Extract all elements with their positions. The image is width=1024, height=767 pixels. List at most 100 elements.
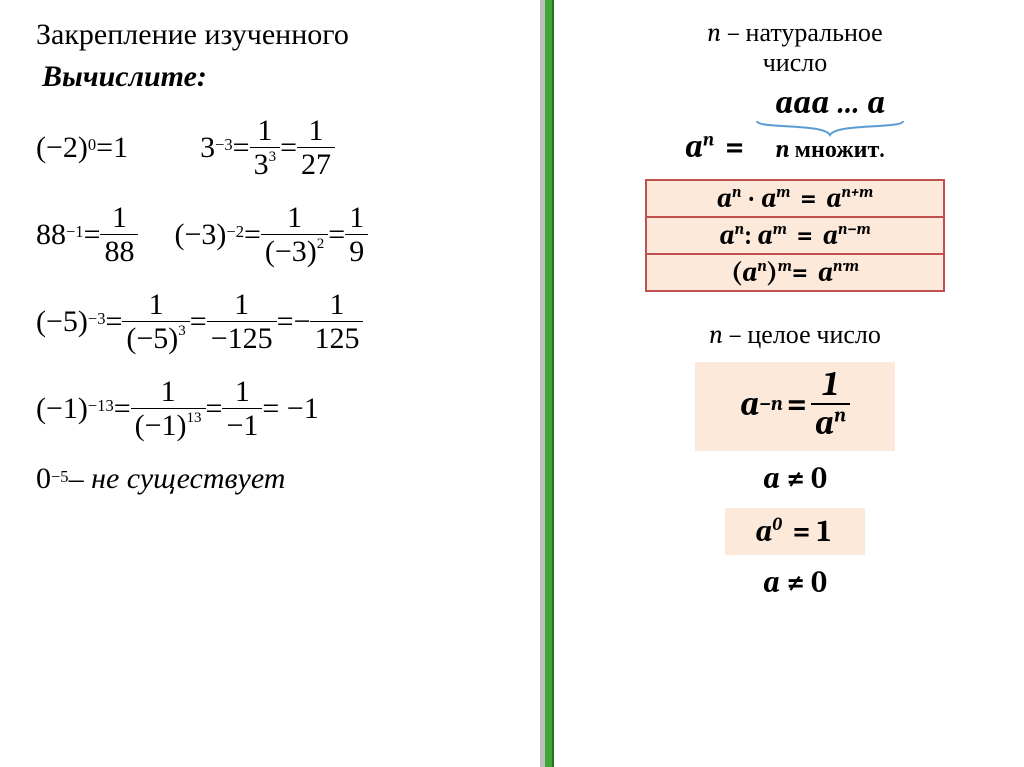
fraction: 1 (−3)2 (261, 201, 328, 268)
equals: = (783, 384, 811, 424)
expr: 0 (36, 462, 51, 496)
denominator: (−1)13 (131, 409, 206, 442)
base: a (755, 514, 772, 549)
base: a (719, 220, 734, 251)
exp: −n (759, 393, 782, 416)
equals-result: = 1 (782, 514, 835, 549)
not-exists: – не существует (69, 462, 286, 496)
base: a (742, 257, 757, 288)
dot: · (741, 183, 761, 214)
exponent: −13 (88, 396, 114, 416)
den-base: (−1) (135, 409, 187, 442)
fraction: 1 an (811, 366, 850, 443)
var-n: n (775, 135, 789, 163)
exp: 0 (772, 514, 782, 535)
numerator: 1 (231, 375, 254, 408)
den-exp: n (834, 405, 846, 428)
numerator: 1 (253, 114, 276, 147)
base: a (818, 257, 833, 288)
equals: = (206, 392, 223, 426)
numerator: 1 (325, 288, 348, 321)
den-exp: 3 (178, 323, 186, 339)
fraction: 1 (−5)3 (122, 288, 189, 355)
den-exp: 13 (187, 410, 202, 426)
fraction: 1 88 (100, 201, 138, 268)
equals: = (790, 183, 826, 214)
denominator: −1 (222, 409, 262, 442)
den-base: (−5) (126, 322, 178, 355)
numerator: 1 (304, 114, 327, 147)
caption-text: – натуральное (721, 18, 883, 48)
expr: (−3) (174, 218, 226, 252)
base: a (758, 220, 773, 251)
caption-natural-2: число (576, 48, 1014, 78)
numerator: 1 (145, 288, 168, 321)
den-exp: 2 (317, 236, 325, 252)
exp: n (732, 183, 741, 202)
numerator: 1 (283, 201, 306, 234)
vertical-divider (540, 0, 556, 767)
equals: = (328, 218, 345, 252)
equals: = (787, 220, 823, 251)
heading-calculate: Вычислите: (36, 60, 524, 94)
denominator: 88 (100, 235, 138, 268)
colon: : (744, 220, 758, 251)
exponent: −1 (66, 222, 84, 242)
numerator: 1 (157, 375, 180, 408)
exponent: 0 (88, 135, 96, 155)
equals-result: = −1 (262, 392, 318, 426)
den-base: (−3) (265, 235, 317, 268)
equals: = (277, 305, 294, 339)
calc-line-5: 0 −5 – не существует (36, 462, 524, 496)
right-column: n – натуральное число an = aaa … a n мно… (556, 0, 1024, 767)
heading-consolidation: Закрепление изученного (36, 18, 524, 52)
rule-negative-exponent: a −n = 1 an (695, 362, 895, 451)
exp: n+m (842, 183, 874, 202)
equals-result: =1 (96, 131, 128, 165)
den-base: a (815, 403, 834, 443)
den-exp: 3 (269, 149, 277, 165)
exp-n: n (703, 128, 714, 150)
calc-line-3: (−5) −3 = 1 (−5)3 = 1 −125 = − 1 1 (36, 288, 524, 355)
condition-a-nonzero-2: a ≠ 0 (576, 565, 1014, 600)
fraction: 1 9 (345, 201, 368, 268)
minus: − (294, 305, 311, 339)
label-text: множит. (789, 135, 884, 163)
expr: 3 (200, 131, 215, 165)
expr: 88 (36, 218, 66, 252)
rule-quotient: an: am = an−m (645, 216, 945, 255)
equals: = (84, 218, 101, 252)
fraction: 1 −1 (222, 375, 262, 442)
numerator: 1 (230, 288, 253, 321)
denominator: 9 (345, 235, 368, 268)
left-column: Закрепление изученного Вычислите: (−2) 0… (0, 0, 540, 767)
expr: (−5) (36, 305, 88, 339)
caption-integer: n – целое число (576, 320, 1014, 350)
denominator: −125 (207, 322, 277, 355)
var-n: n (709, 320, 723, 350)
denominator: 125 (310, 322, 363, 355)
exp: n (757, 257, 766, 276)
exp: n (735, 220, 744, 239)
exponent: −3 (215, 135, 233, 155)
base: a (823, 220, 838, 251)
caption-text: – целое число (723, 320, 881, 350)
exponent: −5 (51, 467, 69, 487)
base: a (826, 183, 841, 214)
expr: (−1) (36, 392, 88, 426)
equals: = (244, 218, 261, 252)
fraction: 1 125 (310, 288, 363, 355)
denominator: 33 (250, 148, 281, 181)
exponent: −2 (226, 222, 244, 242)
fraction: 1 27 (297, 114, 335, 181)
numerator: 1 (345, 201, 368, 234)
exp: n−m (838, 220, 871, 239)
rule-zero-exponent: a0 = 1 (725, 508, 865, 555)
page-root: Закрепление изученного Вычислите: (−2) 0… (0, 0, 1024, 767)
calc-line-1: (−2) 0 =1 3 −3 = 1 33 = 1 (36, 114, 524, 181)
rule-power: (an)m= an·m (645, 253, 945, 292)
equals: = (280, 131, 297, 165)
denominator: 27 (297, 148, 335, 181)
exp: n·m (833, 257, 859, 276)
denominator: an (811, 405, 850, 442)
